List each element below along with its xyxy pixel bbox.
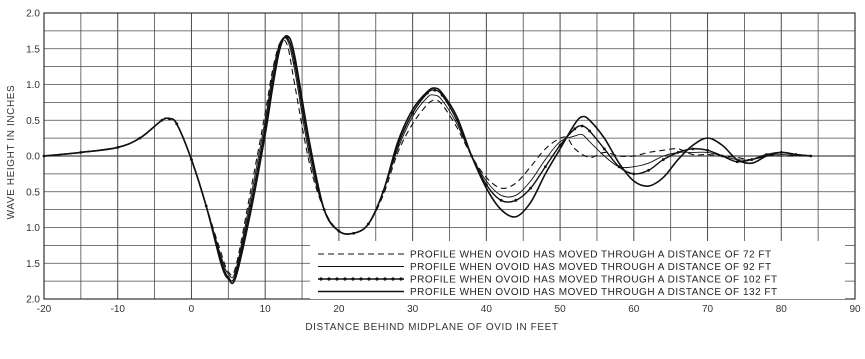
x-tick-label: 50 xyxy=(555,304,567,315)
series-point xyxy=(411,111,415,115)
x-tick-label: 10 xyxy=(260,304,272,315)
x-tick-label: -20 xyxy=(37,304,52,315)
legend-label: PROFILE WHEN OVOID HAS MOVED THROUGH A D… xyxy=(410,250,772,261)
y-tick-label: 1.0 xyxy=(26,223,40,234)
x-tick-label: 70 xyxy=(702,304,714,315)
y-tick-label: 0.5 xyxy=(26,116,40,127)
series-point xyxy=(573,127,577,131)
series-line-4 xyxy=(43,34,811,285)
legend-swatch-dot xyxy=(391,277,395,281)
legend-swatch-dot xyxy=(319,277,323,281)
series-point xyxy=(588,129,591,133)
series-point xyxy=(602,147,606,151)
x-tick-label: 80 xyxy=(776,304,788,315)
y-axis-label: WAVE HEIGHT IN INCHES xyxy=(6,85,17,220)
series-point xyxy=(676,151,680,154)
series-point xyxy=(691,147,695,151)
y-tick-label: 2.0 xyxy=(26,9,40,20)
series-point xyxy=(661,158,665,161)
legend-swatch-dot xyxy=(375,277,379,281)
series-layer xyxy=(42,34,813,285)
series-point xyxy=(647,168,650,172)
y-tick-label: 1.5 xyxy=(26,259,40,270)
legend-swatch-dot xyxy=(335,277,339,281)
series-point xyxy=(632,172,636,176)
series-point xyxy=(735,160,739,164)
series-point xyxy=(433,88,437,92)
series-point xyxy=(529,186,532,190)
series-point xyxy=(558,143,562,147)
legend-swatch-dot xyxy=(343,277,347,281)
legend: PROFILE WHEN OVOID HAS MOVED THROUGH A D… xyxy=(310,241,845,299)
legend-background xyxy=(310,241,845,299)
series-line-2 xyxy=(43,37,804,279)
series-point xyxy=(720,154,724,158)
series-point xyxy=(285,36,289,40)
y-tick-label: 0.5 xyxy=(26,187,40,198)
x-tick-label: 60 xyxy=(628,304,640,315)
x-tick-label: 0 xyxy=(189,304,195,315)
series-point xyxy=(580,124,584,128)
legend-swatch-dot xyxy=(327,277,331,281)
x-axis-label: DISTANCE BEHIND MIDPLANE OF OVID IN FEET xyxy=(305,322,558,333)
legend-swatch-dot xyxy=(359,277,363,281)
legend-label: PROFILE WHEN OVOID HAS MOVED THROUGH A D… xyxy=(410,275,778,286)
y-tick-label: 1.0 xyxy=(26,80,40,91)
x-tick-label: -10 xyxy=(111,304,126,315)
y-tick-label: 2.0 xyxy=(26,295,40,306)
x-tick-label: 30 xyxy=(407,304,419,315)
x-tick-label: 20 xyxy=(333,304,345,315)
legend-label: PROFILE WHEN OVOID HAS MOVED THROUGH A D… xyxy=(410,287,778,298)
legend-swatch-dot xyxy=(399,277,403,281)
x-tick-label: 90 xyxy=(849,304,861,315)
legend-swatch-dot xyxy=(351,277,355,281)
series-point xyxy=(617,165,621,169)
series-point xyxy=(543,165,547,169)
series-line-1 xyxy=(43,39,797,276)
series-point xyxy=(514,198,518,202)
series-point xyxy=(750,158,754,161)
series-point xyxy=(706,148,709,152)
legend-swatch-dot xyxy=(367,277,371,281)
x-tick-label: 40 xyxy=(481,304,493,315)
y-tick-label: 1.5 xyxy=(26,44,40,55)
legend-label: PROFILE WHEN OVOID HAS MOVED THROUGH A D… xyxy=(410,262,772,273)
tick-labels: -20 -10 0 10 20 30 40 50 60 70 80 90 2.0 1.5 1.0 0.5 0.0… xyxy=(26,9,861,316)
legend-swatch-dot xyxy=(383,277,387,281)
series-point xyxy=(499,198,503,202)
y-tick-label: 0.0 xyxy=(26,152,40,163)
